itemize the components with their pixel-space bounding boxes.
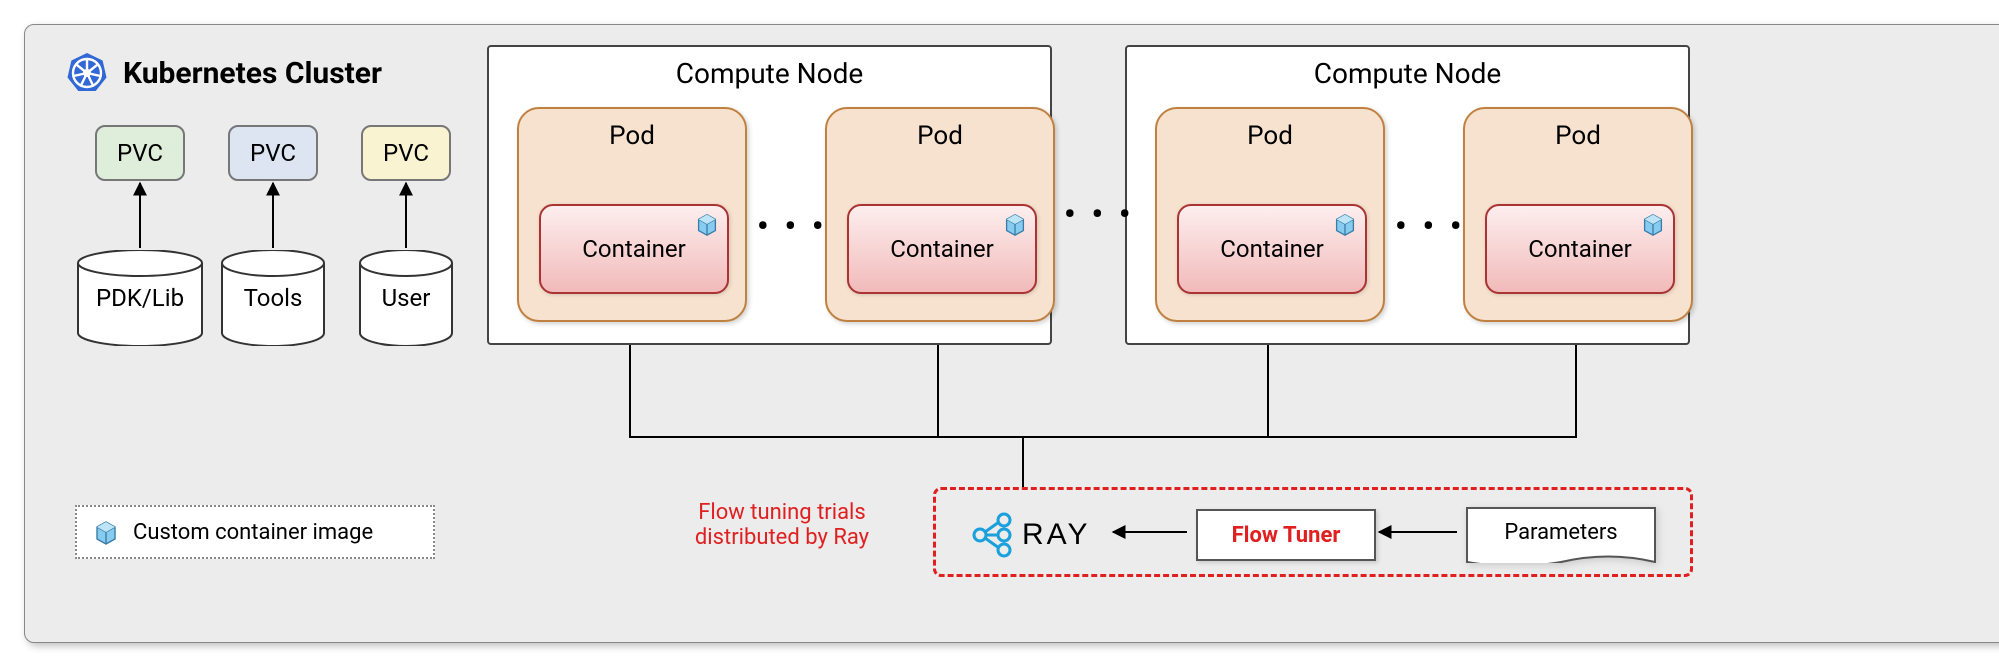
ray-panel: RAY Flow Tuner Parameters bbox=[933, 487, 1693, 577]
legend-label: Custom container image bbox=[133, 520, 373, 545]
flow-tuning-note: Flow tuning trialsdistributed by Ray bbox=[657, 500, 907, 550]
pod-title: Pod bbox=[827, 121, 1053, 151]
ray-icon bbox=[966, 510, 1016, 560]
pvc-box: PVC bbox=[361, 125, 451, 181]
cylinder-label: Tools bbox=[221, 284, 325, 312]
legend: Custom container image bbox=[75, 505, 435, 559]
cylinder-label: PDK/Lib bbox=[77, 284, 203, 312]
kubernetes-icon bbox=[65, 51, 109, 95]
flow-tuner-box: Flow Tuner bbox=[1196, 509, 1376, 561]
container: Container bbox=[1177, 204, 1367, 294]
cluster-title-text: Kubernetes Cluster bbox=[123, 56, 382, 91]
compute-node: Compute Node Pod Container Pod Container • • … bbox=[1125, 45, 1690, 345]
compute-node-title: Compute Node bbox=[489, 57, 1050, 90]
note-line1: Flow tuning trials bbox=[657, 500, 907, 525]
note-line2: distributed by Ray bbox=[657, 525, 907, 550]
cube-icon bbox=[693, 210, 721, 238]
container: Container bbox=[847, 204, 1037, 294]
compute-node: Compute Node Pod Container Pod Container • • … bbox=[487, 45, 1052, 345]
cube-icon bbox=[1001, 210, 1029, 238]
pod-title: Pod bbox=[1465, 121, 1691, 151]
ellipsis: • • • bbox=[1395, 207, 1465, 245]
cluster-title: Kubernetes Cluster bbox=[65, 51, 382, 95]
container: Container bbox=[539, 204, 729, 294]
kubernetes-cluster: Kubernetes Cluster PVC PVC PVC PDK/Lib Tools U… bbox=[24, 24, 1999, 643]
ray-label: RAY bbox=[1022, 518, 1090, 552]
storage-cylinder: User bbox=[359, 250, 453, 346]
ellipsis: • • • bbox=[757, 207, 827, 245]
storage-cylinder: Tools bbox=[221, 250, 325, 346]
storage-cylinder: PDK/Lib bbox=[77, 250, 203, 346]
pod-title: Pod bbox=[1157, 121, 1383, 151]
pvc-box: PVC bbox=[228, 125, 318, 181]
parameters-label: Parameters bbox=[1466, 520, 1656, 545]
cylinder-label: User bbox=[359, 284, 453, 312]
pod: Pod Container bbox=[1463, 107, 1693, 322]
pod: Pod Container bbox=[825, 107, 1055, 322]
pod: Pod Container bbox=[1155, 107, 1385, 322]
cube-icon bbox=[1331, 210, 1359, 238]
ellipsis: • • • bbox=[1064, 195, 1134, 233]
parameters-box: Parameters bbox=[1466, 507, 1656, 563]
pod-title: Pod bbox=[519, 121, 745, 151]
pvc-box: PVC bbox=[95, 125, 185, 181]
pod: Pod Container bbox=[517, 107, 747, 322]
container: Container bbox=[1485, 204, 1675, 294]
cube-icon bbox=[1639, 210, 1667, 238]
compute-node-title: Compute Node bbox=[1127, 57, 1688, 90]
cube-icon bbox=[91, 517, 121, 547]
